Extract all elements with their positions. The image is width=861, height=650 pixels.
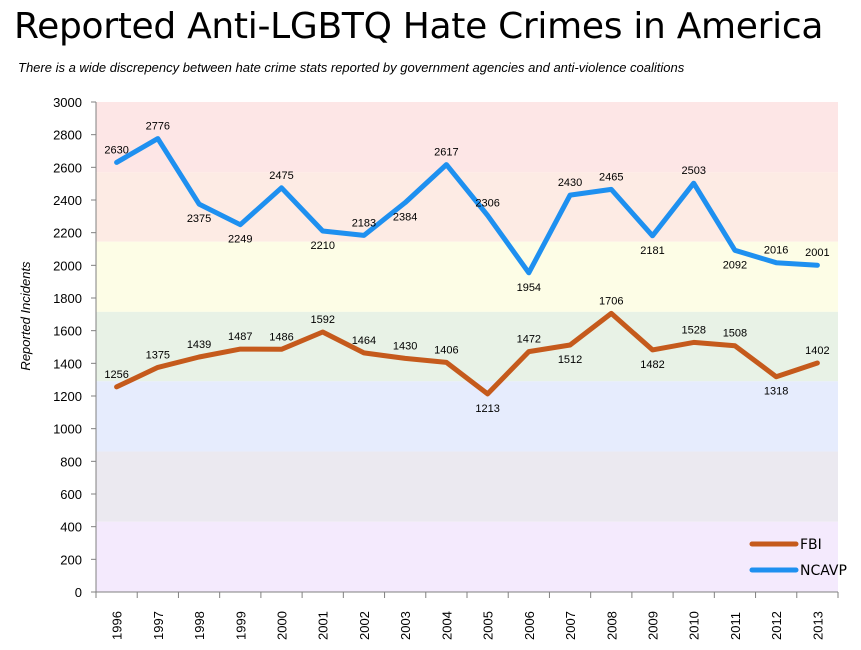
data-label-fbi-2002: 1464: [352, 335, 376, 347]
x-tick-2008: 2008: [604, 611, 619, 640]
legend-label-fbi: FBI: [800, 537, 822, 553]
data-label-ncavp-2002: 2183: [352, 217, 376, 229]
y-tick-1600: 1600: [53, 324, 82, 339]
band-0: [96, 102, 838, 173]
y-tick-0: 0: [75, 585, 82, 600]
data-label-ncavp-2013: 2001: [805, 247, 829, 259]
axes: [91, 101, 839, 598]
y-tick-400: 400: [60, 520, 82, 535]
band-3: [96, 311, 838, 382]
y-tick-3000: 3000: [53, 95, 82, 110]
data-label-ncavp-2001: 2210: [310, 240, 334, 252]
data-label-fbi-2007: 1512: [558, 354, 582, 366]
x-tick-2006: 2006: [522, 611, 537, 640]
data-label-fbi-2000: 1486: [269, 331, 293, 343]
x-tick-1997: 1997: [151, 611, 166, 640]
x-tick-1998: 1998: [192, 611, 207, 640]
y-tick-2400: 2400: [53, 193, 82, 208]
data-label-fbi-2013: 1402: [805, 345, 829, 357]
data-label-fbi-1998: 1439: [187, 339, 211, 351]
chart-subtitle: There is a wide discrepency between hate…: [18, 60, 685, 75]
x-tick-2001: 2001: [316, 611, 331, 640]
data-label-ncavp-2005: 2306: [475, 197, 499, 209]
data-label-ncavp-2007: 2430: [558, 177, 582, 189]
data-label-fbi-1996: 1256: [104, 369, 128, 381]
y-tick-1000: 1000: [53, 422, 82, 437]
x-tick-2000: 2000: [275, 611, 290, 640]
y-tick-1800: 1800: [53, 291, 82, 306]
data-label-ncavp-2011: 2092: [723, 259, 747, 271]
y-tick-200: 200: [60, 552, 82, 567]
band-5: [96, 451, 838, 522]
y-tick-2800: 2800: [53, 128, 82, 143]
x-tick-2012: 2012: [769, 611, 784, 640]
x-tick-labels: 1996 1997 1998 1999 2000 2001 2002 2003 2004 2005…: [110, 611, 826, 640]
data-label-fbi-2003: 1430: [393, 340, 417, 352]
y-tick-2600: 2600: [53, 160, 82, 175]
data-label-ncavp-2004: 2617: [434, 147, 458, 159]
data-label-ncavp-1997: 2776: [146, 121, 170, 133]
band-6: [96, 521, 838, 592]
series-line-fbi: [114, 310, 820, 397]
x-tick-2005: 2005: [481, 611, 496, 640]
y-tick-1200: 1200: [53, 389, 82, 404]
x-tick-2011: 2011: [728, 612, 743, 640]
data-label-ncavp-2010: 2503: [681, 165, 705, 177]
y-tick-800: 800: [60, 454, 82, 469]
legend: FBI NCAVP: [749, 537, 847, 579]
data-label-fbi-1999: 1487: [228, 331, 252, 343]
chart-title: Reported Anti-LGBTQ Hate Crimes in Ameri…: [14, 6, 824, 47]
data-label-fbi-2010: 1528: [681, 324, 705, 336]
data-label-ncavp-1998: 2375: [187, 213, 211, 225]
x-tick-2013: 2013: [810, 611, 825, 640]
data-label-fbi-2004: 1406: [434, 344, 458, 356]
data-label-ncavp-2008: 2465: [599, 171, 623, 183]
data-label-ncavp-2000: 2475: [269, 170, 293, 182]
data-label-fbi-2008: 1706: [599, 295, 623, 307]
y-tick-labels: 0 200 400 600 800 1000 1200 1400 1600 1800 2000 220…: [53, 95, 82, 600]
band-2: [96, 241, 838, 312]
series-line-ncavp: [114, 136, 820, 276]
data-label-fbi-2001: 1592: [310, 314, 334, 326]
data-label-ncavp-1996: 2630: [104, 144, 128, 156]
data-label-fbi-2012: 1318: [764, 386, 788, 398]
x-tick-1996: 1996: [110, 611, 125, 640]
background-bands: [96, 102, 838, 592]
series-lines: [114, 136, 820, 397]
data-label-ncavp-1999: 2249: [228, 234, 252, 246]
band-4: [96, 381, 838, 452]
y-tick-2200: 2200: [53, 226, 82, 241]
x-tick-2004: 2004: [439, 611, 454, 640]
data-labels: 1256 1375 1439 1487 1486 1592 1464 1430 1406 1213…: [104, 121, 829, 415]
legend-label-ncavp: NCAVP: [800, 563, 847, 579]
data-label-ncavp-2006: 1954: [517, 282, 541, 294]
data-label-ncavp-2012: 2016: [764, 245, 788, 257]
data-label-ncavp-2003: 2384: [393, 212, 417, 224]
x-tick-2010: 2010: [687, 611, 702, 640]
band-1: [96, 172, 838, 242]
data-label-fbi-2006: 1472: [517, 334, 541, 346]
y-axis-label: Reported Incidents: [18, 261, 33, 371]
x-tick-2007: 2007: [563, 611, 578, 640]
x-tick-1999: 1999: [233, 611, 248, 640]
y-tick-2000: 2000: [53, 258, 82, 273]
data-label-ncavp-2009: 2181: [640, 245, 664, 257]
x-tick-2009: 2009: [646, 611, 661, 640]
data-label-fbi-2011: 1508: [723, 328, 747, 340]
data-label-fbi-1997: 1375: [146, 349, 170, 361]
x-tick-2002: 2002: [357, 611, 372, 640]
y-tick-600: 600: [60, 487, 82, 502]
x-tick-2003: 2003: [398, 611, 413, 640]
data-label-fbi-2009: 1482: [640, 359, 664, 371]
y-tick-1400: 1400: [53, 356, 82, 371]
data-label-fbi-2005: 1213: [475, 403, 499, 415]
